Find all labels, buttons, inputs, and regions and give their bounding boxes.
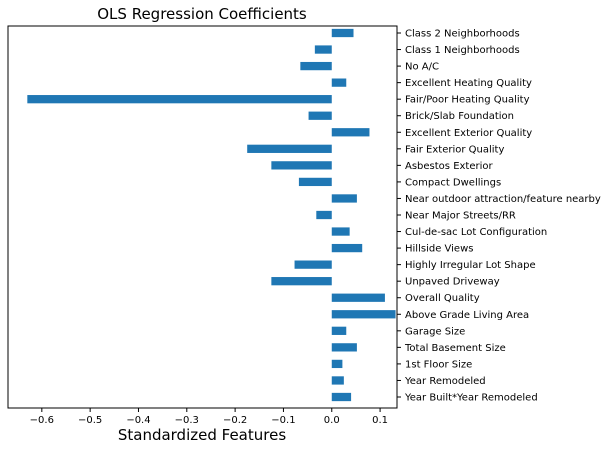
bar-15 — [271, 277, 332, 286]
plot-frame — [7, 25, 398, 409]
bar-4 — [27, 95, 332, 104]
x-tick-label-7: 0.1 — [372, 415, 388, 426]
bar-3 — [331, 78, 347, 87]
bar-14 — [294, 260, 332, 269]
category-label-9: Compact Dwellings — [405, 177, 501, 188]
x-tick-label-3: −0.3 — [175, 415, 199, 426]
category-label-15: Unpaved Driveway — [405, 277, 500, 288]
bar-18 — [331, 326, 347, 335]
category-label-1: Class 1 Neighborhoods — [405, 45, 520, 56]
bar-21 — [331, 376, 344, 385]
category-label-4: Fair/Poor Heating Quality — [405, 95, 530, 106]
bar-8 — [271, 161, 332, 170]
bar-7 — [247, 144, 332, 153]
bar-12 — [331, 227, 350, 236]
category-label-0: Class 2 Neighborhoods — [405, 29, 520, 40]
category-label-16: Overall Quality — [405, 293, 480, 304]
category-label-8: Asbestos Exterior — [405, 161, 494, 172]
category-label-5: Brick/Slab Foundation — [405, 111, 514, 122]
bars-group — [27, 28, 396, 402]
y-axis-right: Class 2 Neighborhoods Class 1 Neighborhoo… — [397, 29, 601, 404]
category-label-6: Excellent Exterior Quality — [405, 128, 532, 139]
category-label-18: Garage Size — [405, 326, 465, 337]
bar-6 — [331, 128, 370, 137]
category-label-14: Highly Irregular Lot Shape — [405, 260, 536, 271]
bar-5 — [308, 111, 332, 120]
category-label-22: Year Built*Year Remodeled — [404, 393, 538, 404]
category-label-20: 1st Floor Size — [405, 359, 472, 370]
x-axis: −0.6 −0.5 −0.4 −0.3 −0.2 −0.1 0.0 0.1 — [30, 408, 388, 426]
bar-20 — [331, 359, 343, 369]
bar-9 — [298, 177, 332, 187]
x-tick-label-2: −0.4 — [126, 415, 150, 426]
x-axis-label: Standardized Features — [118, 426, 286, 444]
bar-11 — [316, 210, 332, 220]
bar-22 — [331, 392, 352, 402]
bar-16 — [331, 293, 385, 302]
category-label-21: Year Remodeled — [404, 376, 486, 387]
category-label-19: Total Basement Size — [404, 343, 506, 354]
category-label-3: Excellent Heating Quality — [405, 78, 532, 89]
category-label-11: Near Major Streets/RR — [405, 211, 516, 222]
category-label-2: No A/C — [405, 62, 439, 73]
x-tick-label-5: −0.1 — [271, 415, 295, 426]
bar-13 — [331, 243, 363, 253]
category-label-13: Hillside Views — [405, 244, 473, 255]
category-label-12: Cul-de-sac Lot Configuration — [405, 227, 547, 238]
bar-19 — [331, 343, 357, 352]
category-label-10: Near outdoor attraction/feature nearby — [405, 194, 601, 205]
category-label-17: Above Grade Living Area — [405, 310, 529, 321]
x-tick-label-1: −0.5 — [78, 415, 102, 426]
bar-17 — [331, 310, 396, 319]
x-tick-label-6: 0.0 — [324, 415, 340, 426]
category-label-7: Fair Exterior Quality — [405, 144, 504, 155]
x-tick-label-4: −0.2 — [223, 415, 247, 426]
bar-2 — [300, 61, 332, 71]
chart-title: OLS Regression Coefficients — [97, 5, 307, 23]
bar-1 — [314, 45, 332, 54]
x-tick-label-0: −0.6 — [30, 415, 54, 426]
bar-0 — [331, 28, 354, 38]
bar-10 — [331, 194, 357, 203]
